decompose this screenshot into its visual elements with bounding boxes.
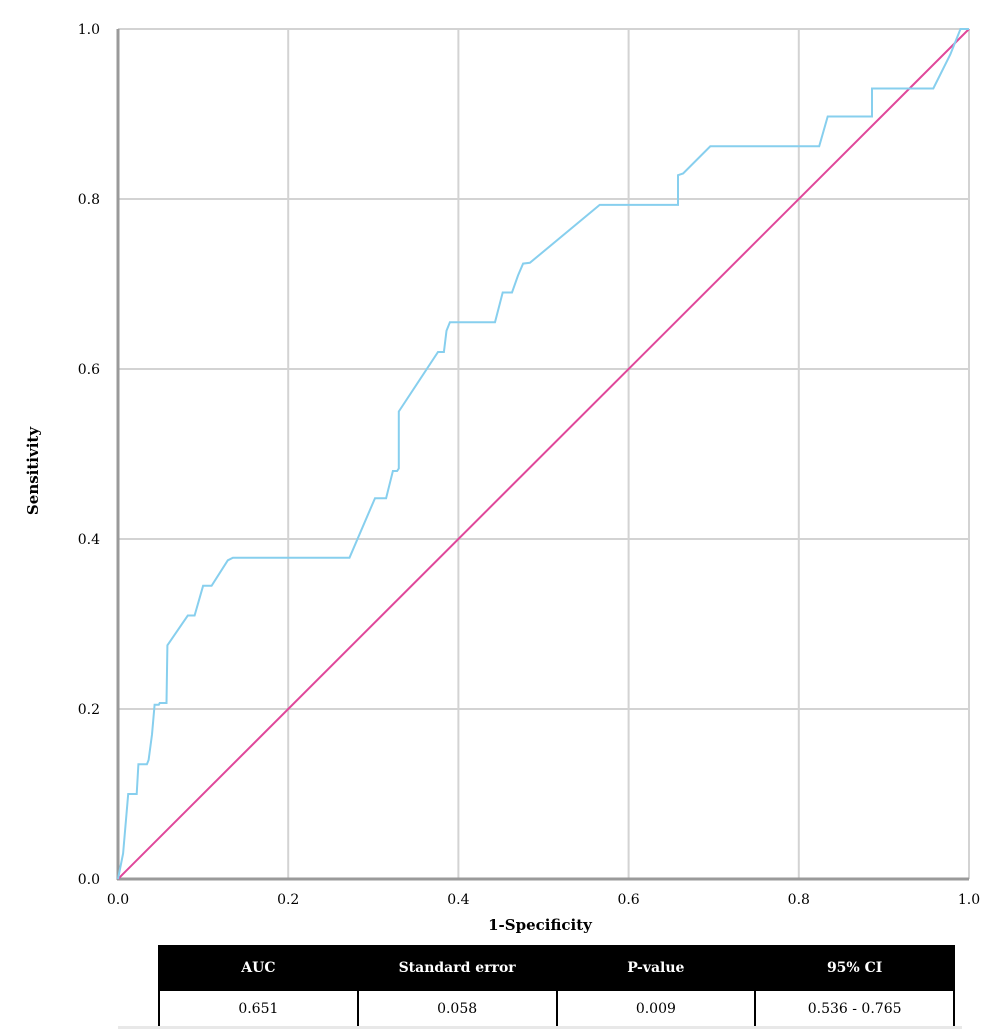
roc-curve [117,28,969,880]
cell-auc: 0.651 [158,990,359,1029]
cell-p-value: 0.009 [555,990,757,1029]
y-tick-label: 0.2 [78,702,100,718]
y-tick-label: 1.0 [78,22,100,38]
grid-lines [118,28,970,879]
x-tick-label: 0.8 [788,892,810,908]
x-tick-label: 1.0 [958,892,980,908]
roc-chart: 0.0 0.2 0.4 0.6 0.8 1.0 0.0 0.2 0.4 0.6 0.8 1.0 1-S… [24,22,980,934]
y-tick-label: 0.6 [78,362,100,378]
stats-table: AUC Standard error P-value 95% CI 0.651 … [158,945,955,1029]
x-axis-title: 1-Specificity [488,916,593,934]
header-95-ci: 95% CI [754,945,955,991]
cell-95-ci: 0.536 - 0.765 [754,990,955,1029]
bottom-rule [118,1026,962,1029]
table-header-row: AUC Standard error P-value 95% CI [158,945,955,991]
axes [116,29,969,881]
reference-line [117,28,970,880]
header-auc: AUC [158,945,359,991]
x-tick-label: 0.4 [447,892,469,908]
x-tick-label: 0.2 [277,892,299,908]
x-tick-label: 0.0 [107,892,129,908]
cell-standard-error: 0.058 [356,990,558,1029]
header-standard-error: Standard error [356,945,558,991]
y-tick-label: 0.4 [78,532,100,548]
table-row: 0.651 0.058 0.009 0.536 - 0.765 [158,990,955,1029]
y-tick-label: 0.0 [78,872,100,888]
header-p-value: P-value [555,945,757,991]
y-axis-title: Sensitivity [24,426,42,515]
y-tick-label: 0.8 [78,192,100,208]
tick-labels: 0.0 0.2 0.4 0.6 0.8 1.0 0.0 0.2 0.4 0.6 0.8 1.0 [78,22,980,908]
x-tick-label: 0.6 [617,892,639,908]
